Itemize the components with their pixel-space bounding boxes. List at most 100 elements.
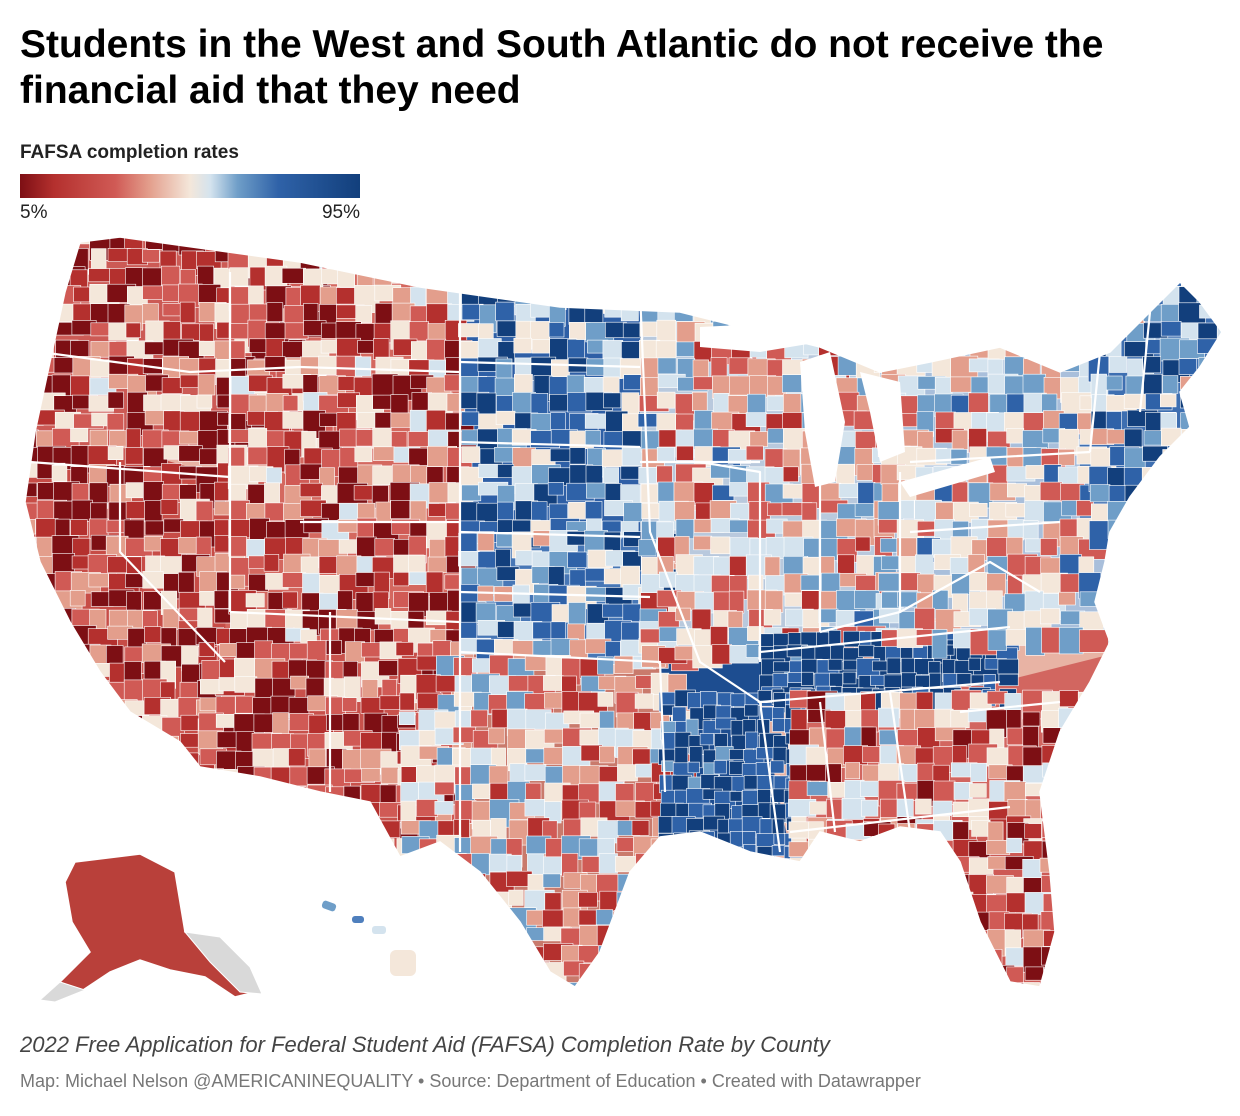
county-cell bbox=[236, 838, 267, 866]
county-cell bbox=[970, 762, 988, 782]
county-cell bbox=[25, 699, 37, 716]
county-cell bbox=[25, 339, 35, 355]
border-ca-nv bbox=[118, 462, 226, 663]
county-cell bbox=[199, 819, 219, 836]
county-cell bbox=[1022, 858, 1042, 881]
county-cell bbox=[935, 411, 956, 432]
county-cell bbox=[934, 984, 950, 987]
county-cell bbox=[162, 303, 183, 317]
county-cell bbox=[694, 237, 715, 256]
county-cell bbox=[710, 536, 731, 555]
county-cell bbox=[496, 320, 517, 337]
county-cell bbox=[25, 237, 42, 246]
county-cell bbox=[862, 947, 892, 975]
county-cell bbox=[819, 266, 851, 291]
county-cell bbox=[88, 268, 112, 283]
county-cell bbox=[162, 786, 186, 805]
county-cell bbox=[1106, 237, 1129, 252]
hawaii-island-3 bbox=[372, 926, 386, 934]
county-cell bbox=[270, 237, 302, 261]
county-cell bbox=[1143, 430, 1162, 446]
county-cell bbox=[1076, 839, 1097, 862]
county-cell bbox=[510, 1018, 540, 1022]
county-cell bbox=[1216, 517, 1222, 534]
county-cell bbox=[969, 949, 995, 977]
county-cell bbox=[1040, 608, 1060, 625]
county-cell bbox=[1024, 500, 1045, 522]
county-cell bbox=[598, 853, 618, 874]
county-cell bbox=[127, 786, 144, 801]
county-cell bbox=[672, 844, 690, 862]
county-cell bbox=[623, 284, 645, 302]
county-cell bbox=[1236, 503, 1240, 522]
county-cell bbox=[1078, 744, 1109, 773]
county-cell bbox=[952, 948, 975, 975]
county-cell bbox=[1233, 396, 1240, 410]
county-cell bbox=[656, 268, 677, 286]
county-cell bbox=[614, 655, 634, 675]
county-cell bbox=[453, 909, 469, 927]
county-cell bbox=[915, 911, 934, 933]
county-cell bbox=[52, 662, 80, 687]
county-cell bbox=[216, 731, 240, 748]
county-cell bbox=[934, 266, 961, 284]
county-cell bbox=[584, 413, 607, 429]
county-cell bbox=[934, 237, 950, 248]
county-cell bbox=[1197, 518, 1222, 537]
county-cell bbox=[0, 644, 13, 669]
county-cell bbox=[913, 929, 935, 956]
county-cell bbox=[1235, 286, 1240, 299]
county-cell bbox=[988, 267, 1019, 285]
county-cell bbox=[228, 519, 253, 539]
county-cell bbox=[688, 860, 708, 879]
county-cell bbox=[1113, 857, 1144, 872]
county-cell bbox=[623, 250, 646, 267]
county-cell bbox=[453, 998, 470, 1012]
county-cell bbox=[550, 250, 571, 279]
county-cell bbox=[691, 391, 708, 412]
county-cell bbox=[934, 302, 967, 326]
county-cell bbox=[145, 751, 163, 769]
county-cell bbox=[952, 965, 974, 987]
legend-labels: 5% 95% bbox=[20, 198, 360, 223]
county-cell bbox=[326, 803, 348, 827]
county-cell bbox=[1199, 248, 1219, 276]
county-cell bbox=[897, 1001, 917, 1021]
county-cell bbox=[791, 1003, 821, 1019]
county-cell bbox=[838, 305, 855, 335]
county-cell bbox=[545, 980, 562, 987]
county-cell bbox=[2, 357, 22, 376]
county-cell bbox=[374, 538, 395, 557]
county-cell bbox=[160, 499, 179, 515]
county-cell bbox=[657, 357, 677, 375]
county-cell bbox=[35, 789, 55, 810]
county-cell bbox=[489, 962, 518, 987]
county-cell bbox=[53, 698, 84, 720]
county-cell bbox=[1127, 267, 1152, 293]
county-cell bbox=[399, 692, 415, 711]
county-cell bbox=[263, 554, 280, 572]
county-cell bbox=[969, 284, 988, 309]
county-cell bbox=[713, 760, 727, 775]
county-cell bbox=[471, 980, 501, 987]
county-cell bbox=[860, 691, 876, 713]
county-cell bbox=[877, 874, 894, 903]
county-cell bbox=[791, 946, 818, 968]
county-cell bbox=[713, 237, 738, 263]
county-cell bbox=[372, 394, 393, 410]
county-cell bbox=[694, 629, 712, 647]
county-cell bbox=[1061, 929, 1088, 953]
county-cell bbox=[1076, 821, 1096, 842]
county-cell bbox=[790, 709, 808, 732]
county-cell bbox=[578, 801, 597, 821]
county-cell bbox=[1161, 265, 1184, 280]
chart-title: Students in the West and South Atlantic … bbox=[20, 23, 1104, 112]
county-cell bbox=[728, 748, 746, 760]
county-cell bbox=[426, 248, 453, 274]
county-cell bbox=[898, 1019, 914, 1022]
county-cell bbox=[461, 411, 480, 426]
county-cell bbox=[493, 237, 511, 258]
county-cell bbox=[615, 856, 639, 873]
county-cell bbox=[1060, 320, 1088, 340]
county-cell bbox=[1217, 501, 1222, 524]
